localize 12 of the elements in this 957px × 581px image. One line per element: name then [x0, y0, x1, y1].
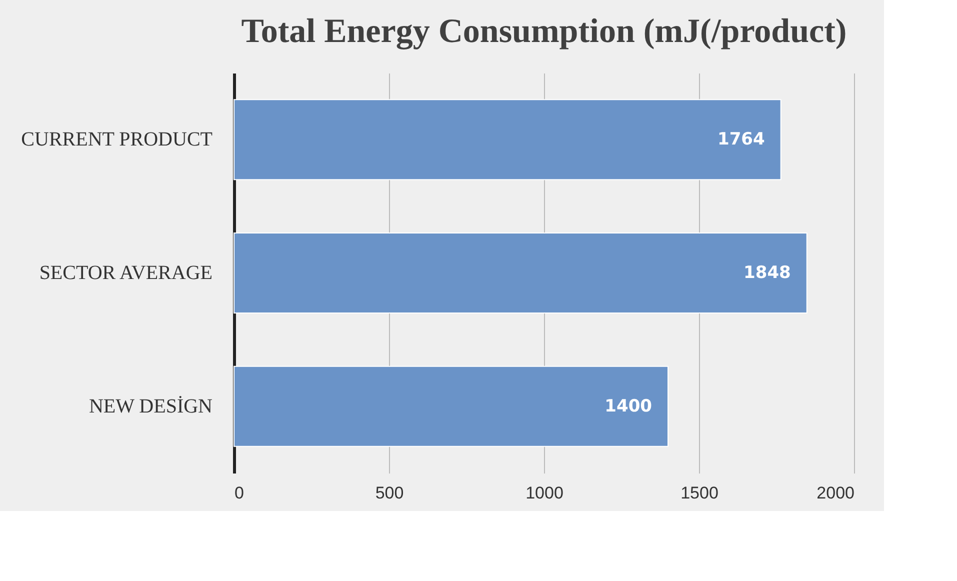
y-tick-label: SECTOR AVERAGE: [39, 262, 212, 284]
chart-title: Total Energy Consumption (mJ(/product): [241, 13, 847, 50]
x-tick-label: 1500: [680, 484, 718, 502]
data-label: 1848: [744, 263, 791, 283]
x-tick-label: 0: [234, 484, 244, 502]
y-tick-label: CURRENT PRODUCT: [21, 128, 212, 151]
data-label: 1764: [718, 130, 765, 150]
x-tick-label: 1000: [526, 484, 564, 502]
data-label: 1400: [604, 396, 652, 416]
x-tick-label: 2000: [816, 484, 854, 502]
y-tick-label: NEW DESİGN: [88, 395, 212, 418]
x-tick-label: 500: [375, 484, 404, 502]
